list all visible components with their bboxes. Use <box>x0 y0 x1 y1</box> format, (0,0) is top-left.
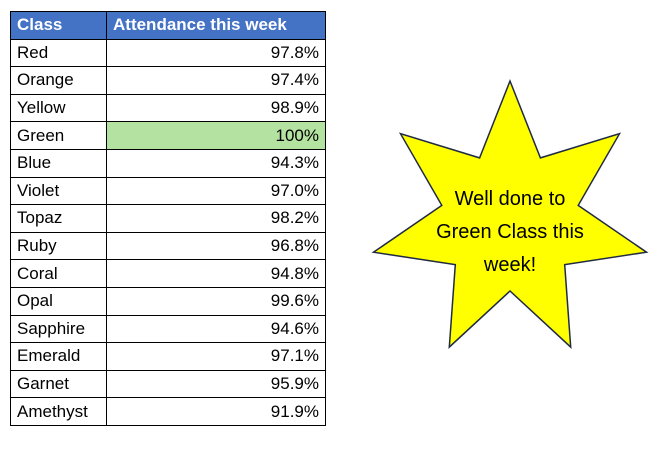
table-row: Sapphire 94.6% <box>10 314 326 344</box>
cell-class[interactable]: Sapphire <box>10 314 107 344</box>
cell-attendance[interactable]: 98.2% <box>106 204 326 233</box>
cell-attendance[interactable]: 100% <box>106 121 326 150</box>
cell-class[interactable]: Red <box>10 38 107 68</box>
cell-attendance[interactable]: 94.6% <box>106 314 326 344</box>
callout-line-1: Well done to <box>454 188 566 210</box>
cell-attendance[interactable]: 96.8% <box>106 231 326 261</box>
table-row: Orange 97.4% <box>10 66 326 95</box>
cell-attendance[interactable]: 94.3% <box>106 148 326 178</box>
star-callout[interactable]: Well done to Green Class this week! <box>364 75 656 367</box>
table-row: Emerald 97.1% <box>10 342 326 371</box>
table-row: Green 100% <box>10 121 326 150</box>
cell-attendance[interactable]: 98.9% <box>106 93 326 123</box>
header-attendance[interactable]: Attendance this week <box>106 11 326 40</box>
table-row: Red 97.8% <box>10 38 326 68</box>
cell-class[interactable]: Amethyst <box>10 397 107 426</box>
table-row: Ruby 96.8% <box>10 231 326 261</box>
cell-class[interactable]: Opal <box>10 286 107 316</box>
table-row: Topaz 98.2% <box>10 204 326 233</box>
table-row: Yellow 98.9% <box>10 93 326 123</box>
table-row: Amethyst 91.9% <box>10 397 326 426</box>
attendance-table: Class Attendance this week Red 97.8% Orang… <box>10 11 326 426</box>
cell-attendance[interactable]: 99.6% <box>106 286 326 316</box>
star-callout-text: Well done to Green Class this week! <box>410 183 610 282</box>
table-row: Violet 97.0% <box>10 176 326 206</box>
star-shape <box>371 78 649 349</box>
table-row: Coral 94.8% <box>10 259 326 288</box>
cell-class[interactable]: Green <box>10 121 107 150</box>
callout-line-3: week! <box>483 254 537 276</box>
header-class[interactable]: Class <box>10 11 107 40</box>
cell-class[interactable]: Coral <box>10 259 107 288</box>
cell-class[interactable]: Garnet <box>10 369 107 399</box>
cell-class[interactable]: Ruby <box>10 231 107 261</box>
callout-line-2: Green Class this <box>436 221 584 243</box>
cell-attendance[interactable]: 97.0% <box>106 176 326 206</box>
cell-attendance[interactable]: 91.9% <box>106 397 326 426</box>
cell-class[interactable]: Emerald <box>10 342 107 371</box>
cell-attendance[interactable]: 97.1% <box>106 342 326 371</box>
cell-attendance[interactable]: 94.8% <box>106 259 326 288</box>
cell-attendance[interactable]: 95.9% <box>106 369 326 399</box>
table-header-row: Class Attendance this week <box>10 11 326 40</box>
cell-class[interactable]: Violet <box>10 176 107 206</box>
table-row: Blue 94.3% <box>10 148 326 178</box>
table-row: Garnet 95.9% <box>10 369 326 399</box>
cell-class[interactable]: Yellow <box>10 93 107 123</box>
cell-class[interactable]: Topaz <box>10 204 107 233</box>
cell-attendance[interactable]: 97.4% <box>106 66 326 95</box>
cell-class[interactable]: Orange <box>10 66 107 95</box>
table-row: Opal 99.6% <box>10 286 326 316</box>
cell-class[interactable]: Blue <box>10 148 107 178</box>
cell-attendance[interactable]: 97.8% <box>106 38 326 68</box>
